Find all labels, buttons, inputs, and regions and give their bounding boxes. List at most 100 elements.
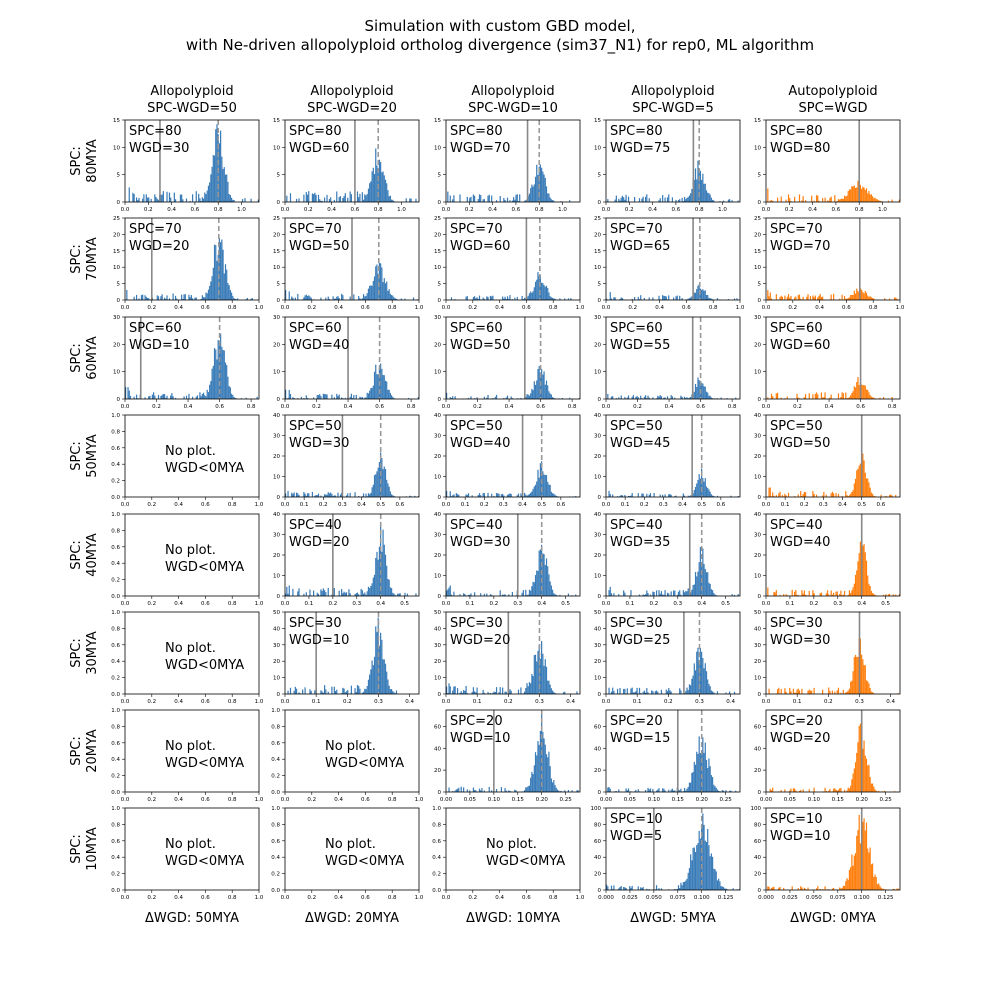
y-tick-label: 10 [594,475,601,481]
histogram-bar [694,168,697,202]
histogram-bar [333,298,335,300]
histogram-bar [680,690,682,694]
histogram-bar [893,297,896,300]
histogram-bar [847,397,849,399]
histogram-bar [885,594,887,596]
histogram-bar [726,398,728,399]
x-tick-label: 0.8 [549,305,558,311]
histogram-bar [553,298,555,300]
histogram-bar [674,590,676,596]
histogram-bar [830,493,832,497]
histogram-bar [494,396,496,399]
histogram-bar [128,187,130,202]
column-header: SPC-WGD=10 [468,101,558,116]
x-tick-label: 0.5 [721,601,730,607]
y-tick-label: 40 [754,626,761,632]
histogram-bar [837,393,840,399]
y-tick-label: 0 [438,298,442,304]
histogram-bar [693,847,695,890]
histogram-bar [146,297,149,300]
histogram-bar [399,593,401,596]
panel-spc-label: SPC=30 [289,616,342,631]
y-tick-label: 10 [434,265,441,271]
histogram-bar [665,689,667,694]
histogram-bar [520,397,522,399]
histogram-bar [530,291,532,300]
histogram-bar [892,888,894,890]
histogram-bar [224,174,227,202]
histogram-bar [465,685,467,694]
histogram-bar [539,549,542,596]
histogram-bar [675,495,677,497]
histogram-bar [447,191,449,202]
histogram-bar [449,195,451,202]
histogram-bar [376,471,378,497]
histogram-bar [643,690,645,694]
histogram-bar [620,395,622,399]
x-tick-label: 0.10 [648,797,661,803]
histogram-bar [516,296,518,300]
histogram-bar [768,296,770,300]
histogram-bar [643,396,645,399]
histogram-bar [533,287,535,300]
histogram-bar [716,298,719,300]
histogram-bar [313,194,315,202]
histogram-bar [862,748,864,792]
histogram-bar [626,688,628,694]
histogram-bar [713,495,715,497]
panel-wgd-label: WGD=20 [770,731,830,746]
histogram-bar [495,687,498,694]
histogram-bar [839,298,841,300]
histogram-bar [388,579,390,596]
histogram-bar [222,349,224,399]
histogram-bar [871,297,874,300]
y-tick-label: 40 [594,413,601,419]
histogram-bar [544,384,546,399]
histogram-bar [668,593,670,596]
histogram-bar [387,389,389,399]
x-tick-label: 0.0 [121,895,130,901]
histogram-bar [863,187,865,202]
x-tick-label: 0.0 [602,207,611,213]
histogram-bar [641,198,643,202]
histogram-bar [813,200,815,202]
histogram-bar [478,295,481,300]
panel-spc-label: SPC=20 [610,714,663,729]
histogram-bar [331,394,333,399]
histogram-bar [523,200,526,202]
histogram-bar [453,195,455,202]
no-plot-message: WGD<0MYA [165,854,244,869]
histogram-bar [845,298,847,300]
histogram-bar [530,590,532,596]
panel-frame [605,119,741,203]
histogram-bar [456,688,459,694]
histogram-bar [653,592,655,596]
histogram-bar [334,690,337,694]
panel-wgd-label: WGD=70 [770,239,830,254]
panel-wgd-label: WGD=45 [610,436,670,451]
histogram-bar [675,296,677,300]
histogram-bar [662,494,664,497]
y-tick-label: 10 [434,370,441,376]
histogram-bar [541,282,543,300]
panel-wgd-label: WGD=50 [770,436,830,451]
histogram-bar [517,493,520,497]
x-tick-label: 1.0 [237,207,246,213]
histogram-bar [795,589,797,596]
histogram-bar [553,593,555,596]
histogram-bar [870,297,872,300]
x-tick-label: 0.0 [121,207,130,213]
histogram-bar [487,492,489,497]
x-tick-label: 0.2 [809,601,818,607]
histogram-bar [643,297,645,300]
histogram-bar [846,398,848,399]
histogram-bar [530,683,532,694]
x-tick-label: 0.0 [281,305,290,311]
histogram-bar [333,199,335,202]
histogram-bar [533,184,535,202]
histogram-bar [647,787,649,792]
histogram-bar [305,395,307,399]
histogram-bar [342,295,344,300]
histogram-bar [508,494,510,497]
